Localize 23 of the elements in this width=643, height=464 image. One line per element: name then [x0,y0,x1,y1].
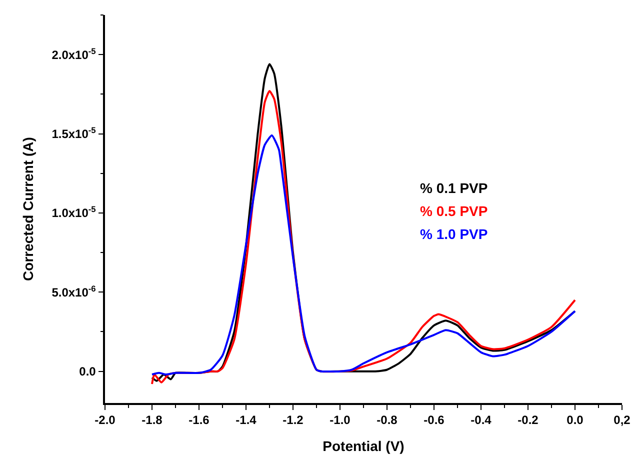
y-tick-label: 0.0 [79,364,96,379]
x-tick-label: -0.2 [518,413,539,428]
x-tick-label: -1.2 [282,413,304,428]
y-tick-label: 1.5x10$^{-5}$ [52,124,96,141]
x-tick-label: -0.8 [376,413,398,428]
y-tick-label: 5.0x10$^{-6}$ [52,283,96,300]
x-tick-label: -2.0 [94,413,116,428]
text: % 0.5 PVP [420,203,488,219]
x-tick-label: -0.6 [424,413,445,428]
x-tick-label: 0,2 [614,413,631,428]
x-tick-label: -1.8 [142,413,163,428]
text: % 0.1 PVP [420,180,488,196]
y-tick-label: 1.0x10$^{-5}$ [52,204,96,220]
text: % 1.0 PVP [420,226,488,242]
x-axis-title: Potential (V) [322,438,404,454]
x-tick-label: -1.0 [330,413,351,428]
line-series [151,134,576,376]
x-tick-label: -1.6 [188,413,210,428]
y-axis-title: Corrected Current (A) [20,137,36,281]
x-tick-label: -0.4 [470,413,492,428]
x-tick-label: 0.0 [566,413,584,428]
y-tick-label: 2.0x10$^{-5}$ [52,46,96,62]
x-tick-label: -1.4 [236,413,257,428]
